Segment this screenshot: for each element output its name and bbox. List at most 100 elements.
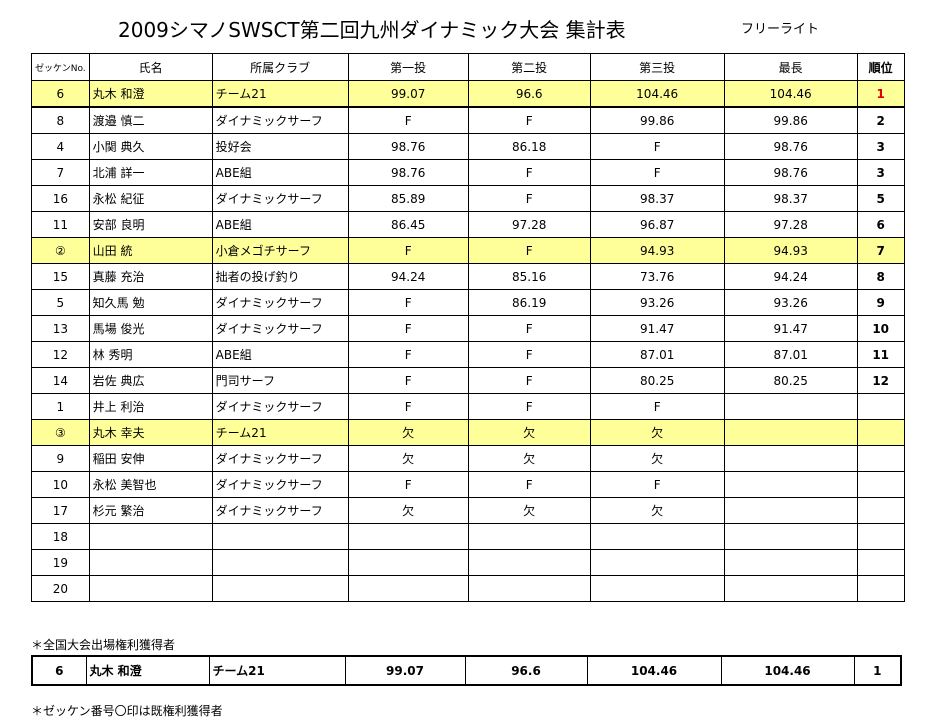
row-rank: 7 [856,237,905,264]
row-longest: 104.46 [723,80,858,108]
row-throw2: F [467,393,591,420]
row-throw1: 94.24 [347,263,469,290]
row-bib: 4 [31,133,90,160]
row-name: 岩佐 典広 [88,367,213,394]
row-throw3: 98.37 [589,185,725,212]
row-club: ダイナミックサーフ [211,315,349,342]
row-throw1: F [347,341,469,368]
row-rank [856,497,905,524]
row-club: ダイナミックサーフ [211,289,349,316]
row-rank [856,419,905,446]
row-name: 小関 典久 [88,133,213,160]
row-name: 馬場 俊光 [88,315,213,342]
row-bib: 11 [31,211,90,238]
row-club: ダイナミックサーフ [211,445,349,472]
row-name: 真藤 充治 [88,263,213,290]
row-rank [856,523,905,550]
row-bib: 14 [31,367,90,394]
table-row: 7 北浦 詳一 ABE組 98.76 F F 98.76 3 [31,159,905,186]
row-throw1: F [347,471,469,498]
row-name: 井上 利治 [88,393,213,420]
header-throw3: 第三投 [589,53,725,81]
table-row: 1 井上 利治 ダイナミックサーフ F F F [31,393,905,420]
row-throw1: F [347,289,469,316]
row-throw2: 85.16 [467,263,591,290]
qualifier-name: 丸木 和澄 [85,655,210,686]
row-name: 稲田 安伸 [88,445,213,472]
row-club: ABE組 [211,211,349,238]
row-longest: 93.26 [723,289,858,316]
row-throw2: 欠 [467,497,591,524]
row-throw3: 93.26 [589,289,725,316]
row-club: ダイナミックサーフ [211,497,349,524]
row-rank: 10 [856,315,905,342]
row-longest [723,523,858,550]
row-rank [856,549,905,576]
sheet-title: 2009シマノSWSCT第二回九州ダイナミック大会 集計表 [118,18,626,42]
row-club: 門司サーフ [211,367,349,394]
row-longest: 97.28 [723,211,858,238]
row-throw3: 87.01 [589,341,725,368]
row-throw2: 欠 [467,445,591,472]
row-throw1: 98.76 [347,133,469,160]
qualifier-bib: 6 [31,655,87,686]
row-bib: ② [31,237,90,264]
table-row: 5 知久馬 勉ダイナミックサーフ F 86.19 93.26 93.26 9 [31,289,905,316]
table-row: 19 [31,549,905,576]
row-longest: 94.93 [723,237,858,264]
header-row: ゼッケンNo. 氏名 所属クラブ 第一投 第二投 第三投 最長 順位 [31,53,905,81]
row-throw3: 99.86 [589,106,725,134]
row-throw1: 欠 [347,445,469,472]
row-club: ダイナミックサーフ [211,393,349,420]
row-name: 知久馬 勉 [88,289,213,316]
row-club: ダイナミックサーフ [211,185,349,212]
row-club: チーム21 [211,419,349,446]
row-rank: 9 [856,289,905,316]
row-rank: 3 [856,159,905,186]
category-label: フリーライト [741,22,820,37]
row-bib: 15 [31,263,90,290]
row-throw2: F [467,471,591,498]
row-rank [856,575,905,602]
row-longest: 98.76 [723,159,858,186]
table-row: 6 丸木 和澄 チーム21 99.07 96.6 104.46 104.46 1 [31,80,905,108]
row-name: 丸木 幸夫 [88,419,213,446]
row-throw1: F [347,393,469,420]
table-row: 13 馬場 俊光 ダイナミックサーフ F F 91.47 91.47 10 [31,315,905,342]
table-row: 15 真藤 充治 拙者の投げ釣り 94.24 85.16 73.76 94.24 8 [31,263,905,290]
row-bib: 12 [31,341,90,368]
row-rank: 3 [856,133,905,160]
row-name [88,549,213,576]
bib-note: ＊ゼッケン番号〇印は既権利獲得者 [31,704,223,718]
row-club: チーム21 [211,80,349,108]
row-name: 北浦 詳一 [88,159,213,186]
row-throw3: 96.87 [589,211,725,238]
row-throw3: 104.46 [589,80,725,108]
qualifier-table: 6 丸木 和澄 チーム21 99.07 96.6 104.46 104.46 1 [31,655,902,686]
row-throw2: 86.19 [467,289,591,316]
row-rank: 5 [856,185,905,212]
row-longest: 94.24 [723,263,858,290]
table-row: ③ 丸木 幸夫 チーム21 欠欠欠 [31,419,905,446]
row-longest: 99.86 [723,106,858,134]
row-throw1 [347,549,469,576]
row-throw2 [467,523,591,550]
row-name [88,523,213,550]
qualifier-row: 6 丸木 和澄 チーム21 99.07 96.6 104.46 104.46 1 [31,655,902,686]
row-rank: 6 [856,211,905,238]
row-throw1: F [347,367,469,394]
qualifier-throw3: 104.46 [586,655,722,686]
row-throw1: 99.07 [347,80,469,108]
row-name: 山田 統 [88,237,213,264]
row-throw2: F [467,106,591,134]
row-throw3: 欠 [589,419,725,446]
row-bib: 10 [31,471,90,498]
row-throw2: F [467,159,591,186]
row-rank [856,393,905,420]
table-row: 17 杉元 繁治 ダイナミックサーフ欠欠欠 [31,497,905,524]
row-throw1: F [347,106,469,134]
results-table: ゼッケンNo. 氏名 所属クラブ 第一投 第二投 第三投 最長 順位 6 丸木 和… [31,53,905,602]
row-throw1: F [347,237,469,264]
header-throw2: 第二投 [467,53,591,81]
row-longest: 98.37 [723,185,858,212]
